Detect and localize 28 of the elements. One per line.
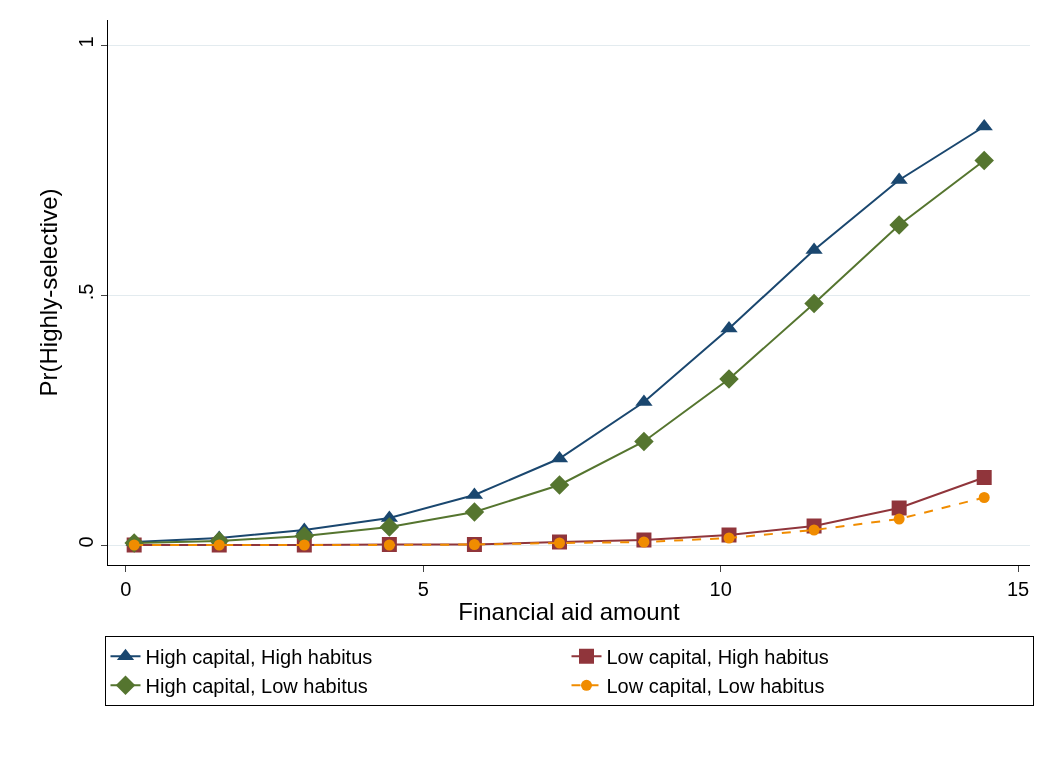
x-tick-label: 10: [709, 578, 732, 600]
legend-label: High capital, Low habitus: [145, 675, 368, 698]
point: [634, 431, 654, 452]
point: [464, 502, 485, 522]
point: [638, 536, 650, 548]
point: [379, 517, 400, 537]
point: [978, 492, 990, 503]
y-tick-label: 0: [75, 536, 97, 548]
point: [976, 470, 992, 485]
legend-label: Low capital, High habitus: [606, 646, 829, 669]
y-tick-label: .5: [75, 283, 97, 301]
legend-label: High capital, High habitus: [145, 646, 373, 669]
x-tick-label: 15: [1006, 578, 1030, 600]
y-tick-label: 1: [75, 36, 97, 48]
point: [974, 150, 994, 171]
point: [549, 475, 570, 495]
point: [891, 500, 907, 516]
x-tick-label: 5: [417, 578, 429, 600]
point: [893, 513, 905, 525]
point: [723, 532, 735, 544]
point: [804, 293, 824, 314]
point: [808, 524, 820, 536]
legend-label: Low capital, Low habitus: [606, 675, 825, 698]
y-axis-title: Pr(Highly-selective): [35, 188, 63, 397]
point: [889, 215, 909, 235]
x-tick-label: 0: [120, 578, 132, 600]
x-axis-title: Financial aid amount: [458, 598, 681, 626]
point: [719, 369, 739, 389]
